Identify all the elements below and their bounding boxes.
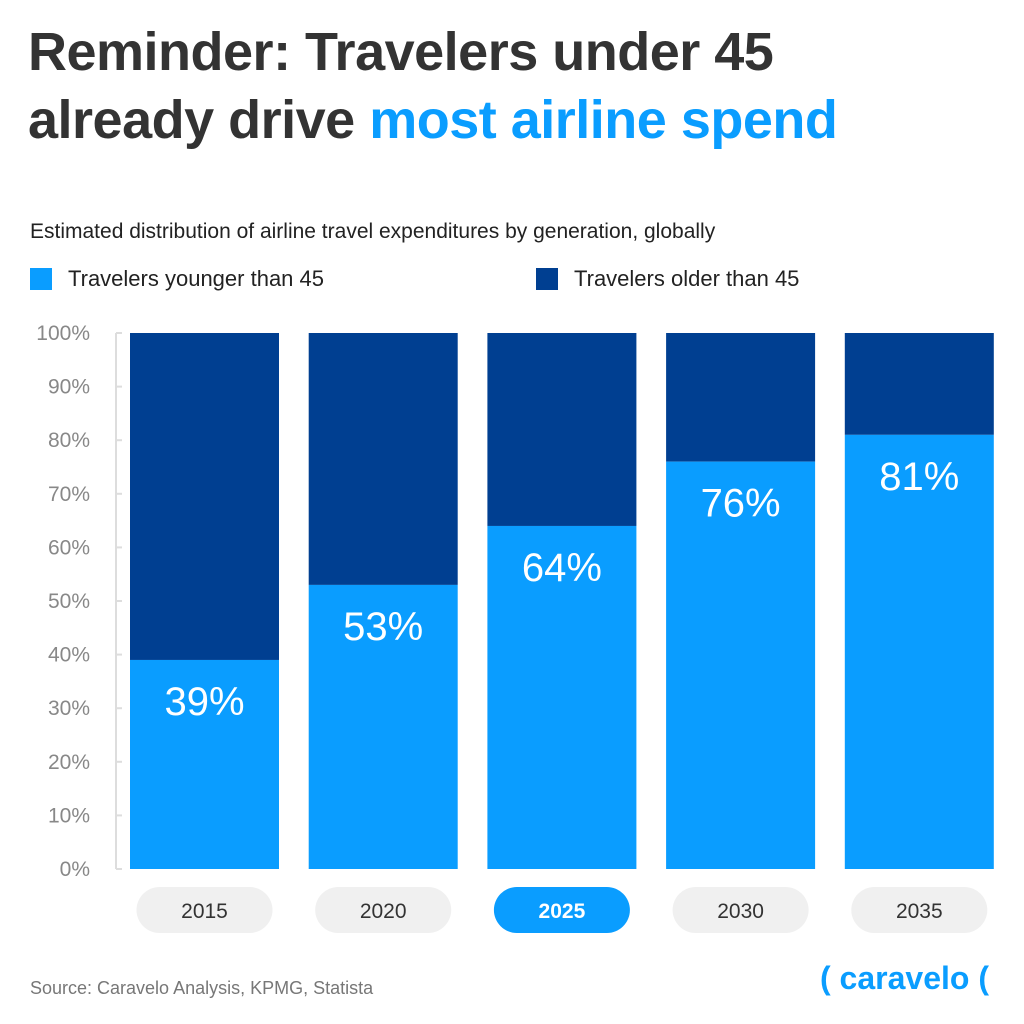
y-tick-label: 10% xyxy=(48,804,90,827)
bar-younger-2035 xyxy=(844,434,994,869)
title-text: already drive xyxy=(28,90,370,150)
y-tick-label: 80% xyxy=(48,429,90,452)
y-tick-label: 50% xyxy=(48,590,90,613)
bar-older-2025 xyxy=(487,333,637,526)
source-note: Source: Caravelo Analysis, KPMG, Statist… xyxy=(30,978,374,998)
title-line-2: already drive most airline spend xyxy=(28,86,838,154)
y-tick-label: 40% xyxy=(48,644,90,667)
bar-younger-2020 xyxy=(308,584,458,869)
legend-label: Travelers younger than 45 xyxy=(68,266,324,291)
y-tick-label: 30% xyxy=(48,697,90,720)
legend-label: Travelers older than 45 xyxy=(574,266,800,291)
data-label: 81% xyxy=(879,455,959,499)
x-tick-label: 2015 xyxy=(181,900,228,923)
page-title: Reminder: Travelers under 45 already dri… xyxy=(28,18,838,154)
data-label: 39% xyxy=(164,680,244,724)
x-tick-label: 2025 xyxy=(539,900,586,923)
x-label-pill xyxy=(493,887,630,933)
bar-older-2030 xyxy=(666,333,816,462)
x-label-pill xyxy=(672,887,809,933)
y-tick-label: 90% xyxy=(48,376,90,399)
x-label-pill xyxy=(136,887,273,933)
legend-swatch xyxy=(30,268,52,290)
bar-older-2020 xyxy=(308,333,458,585)
y-tick-label: 70% xyxy=(48,483,90,506)
y-tick-label: 20% xyxy=(48,751,90,774)
bar-younger-2030 xyxy=(666,461,816,869)
x-label-pill xyxy=(851,887,988,933)
title-line-1: Reminder: Travelers under 45 xyxy=(28,22,774,82)
title-highlight: most airline spend xyxy=(369,90,838,150)
bar-older-2035 xyxy=(844,333,994,435)
x-tick-label: 2030 xyxy=(717,900,764,923)
bar-younger-2015 xyxy=(130,659,279,869)
caravelo-logo: ( caravelo ( xyxy=(820,960,989,996)
x-tick-label: 2035 xyxy=(896,900,943,923)
data-label: 53% xyxy=(343,605,423,649)
chart-subtitle: Estimated distribution of airline travel… xyxy=(30,220,716,243)
legend-item-older: Travelers older than 45 xyxy=(536,266,799,292)
bar-older-2015 xyxy=(130,333,279,660)
y-tick-label: 0% xyxy=(60,858,90,881)
bar-younger-2025 xyxy=(487,525,637,869)
legend-swatch xyxy=(536,268,558,290)
y-tick-label: 100% xyxy=(36,322,90,345)
x-label-pill xyxy=(315,887,452,933)
legend-item-younger: Travelers younger than 45 xyxy=(30,266,324,292)
y-tick-label: 60% xyxy=(48,536,90,559)
data-label: 76% xyxy=(701,482,781,526)
x-tick-label: 2020 xyxy=(360,900,407,923)
data-label: 64% xyxy=(522,546,602,590)
